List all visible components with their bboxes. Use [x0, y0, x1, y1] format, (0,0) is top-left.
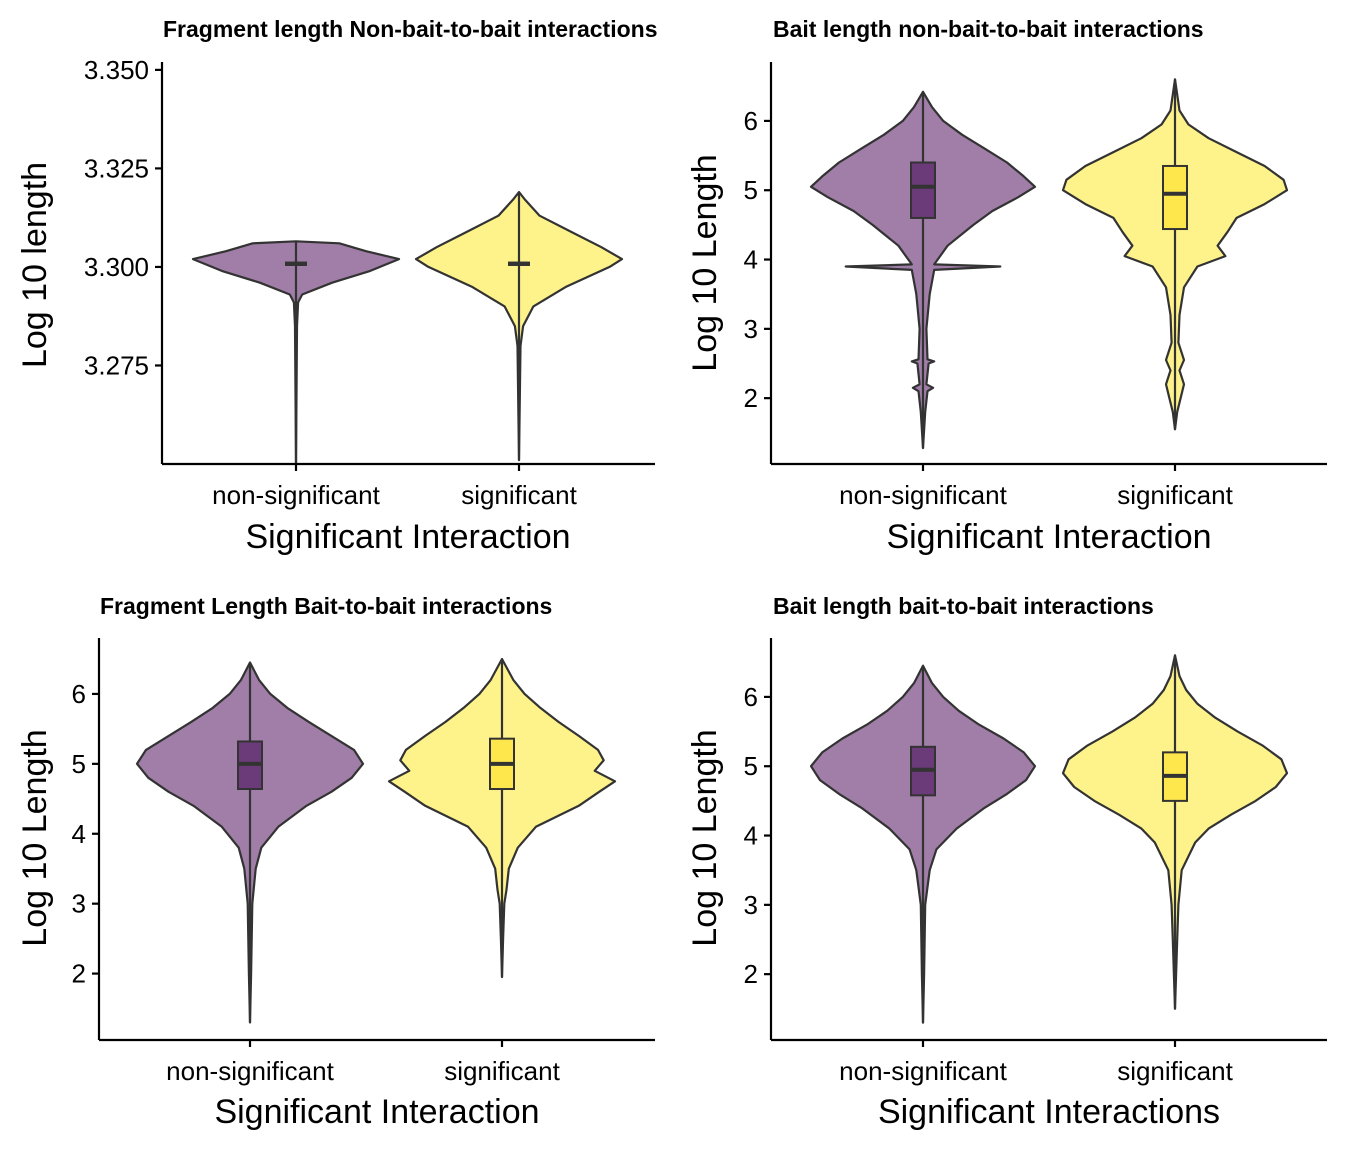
- y-tick-label: 3: [72, 889, 86, 919]
- x-tick-label: non-significant: [839, 480, 1007, 510]
- plot-area: 2 3 4 5 6 non-significant significant: [72, 638, 655, 1086]
- x-tick-label: significant: [444, 1056, 560, 1086]
- panel-bait-length-non-bait-to-bait: Bait length non-bait-to-bait interaction…: [686, 16, 1327, 556]
- y-tick-label: 3: [744, 314, 758, 344]
- x-axis-title: Significant Interaction: [886, 518, 1211, 556]
- y-tick-label: 5: [72, 749, 86, 779]
- y-tick-label: 3.300: [84, 252, 149, 282]
- x-tick-label: significant: [1117, 1056, 1233, 1086]
- panel-title: Bait length non-bait-to-bait interaction…: [773, 16, 1204, 42]
- y-tick-label: 6: [744, 106, 758, 136]
- y-tick-label: 2: [744, 959, 758, 989]
- y-tick-label: 5: [744, 175, 758, 205]
- panel-title: Fragment Length Bait-to-bait interaction…: [100, 593, 552, 619]
- panel-title: Fragment length Non-bait-to-bait interac…: [163, 16, 658, 42]
- y-tick-label: 4: [744, 245, 758, 275]
- y-tick-label: 3: [744, 890, 758, 920]
- x-tick-label: non-significant: [166, 1056, 334, 1086]
- plot-area: 2 3 4 5 6 non-significant significant: [744, 638, 1327, 1086]
- y-axis-title: Log 10 Length: [686, 729, 724, 946]
- plot-area: 2 3 4 5 6 non-significant significant: [744, 62, 1327, 510]
- x-tick-label: significant: [461, 480, 577, 510]
- y-tick-label: 3.275: [84, 350, 149, 380]
- y-axis-title: Log 10 Length: [686, 154, 724, 371]
- y-axis-title: Log 10 length: [16, 162, 54, 368]
- box-significant: [1162, 164, 1188, 231]
- panel-fragment-length-bait-to-bait: Fragment Length Bait-to-bait interaction…: [16, 593, 655, 1131]
- x-tick-label: non-significant: [212, 480, 380, 510]
- y-tick-label: 4: [744, 821, 758, 851]
- y-tick-label: 3.350: [84, 55, 149, 85]
- x-tick-label: non-significant: [839, 1056, 1007, 1086]
- plot-area: 3.275 3.300 3.325 3.350 non-significant signi…: [84, 55, 655, 510]
- y-tick-label: 4: [72, 819, 86, 849]
- y-tick-label: 6: [744, 682, 758, 712]
- y-tick-label: 2: [72, 959, 86, 989]
- x-axis-title: Significant Interaction: [245, 518, 570, 556]
- y-tick-label: 2: [744, 383, 758, 413]
- y-tick-label: 3.325: [84, 153, 149, 183]
- box-non-significant: [910, 161, 936, 219]
- x-tick-label: significant: [1117, 480, 1233, 510]
- x-axis-title: Significant Interaction: [214, 1093, 539, 1131]
- panel-title: Bait length bait-to-bait interactions: [773, 593, 1154, 619]
- panel-fragment-length-non-bait-to-bait: Fragment length Non-bait-to-bait interac…: [16, 16, 658, 556]
- panel-bait-length-bait-to-bait: Bait length bait-to-bait interactions 2 3…: [686, 593, 1327, 1131]
- y-axis-title: Log 10 Length: [16, 729, 54, 946]
- x-axis-title: Significant Interactions: [878, 1093, 1220, 1131]
- y-tick-label: 6: [72, 679, 86, 709]
- y-tick-label: 5: [744, 751, 758, 781]
